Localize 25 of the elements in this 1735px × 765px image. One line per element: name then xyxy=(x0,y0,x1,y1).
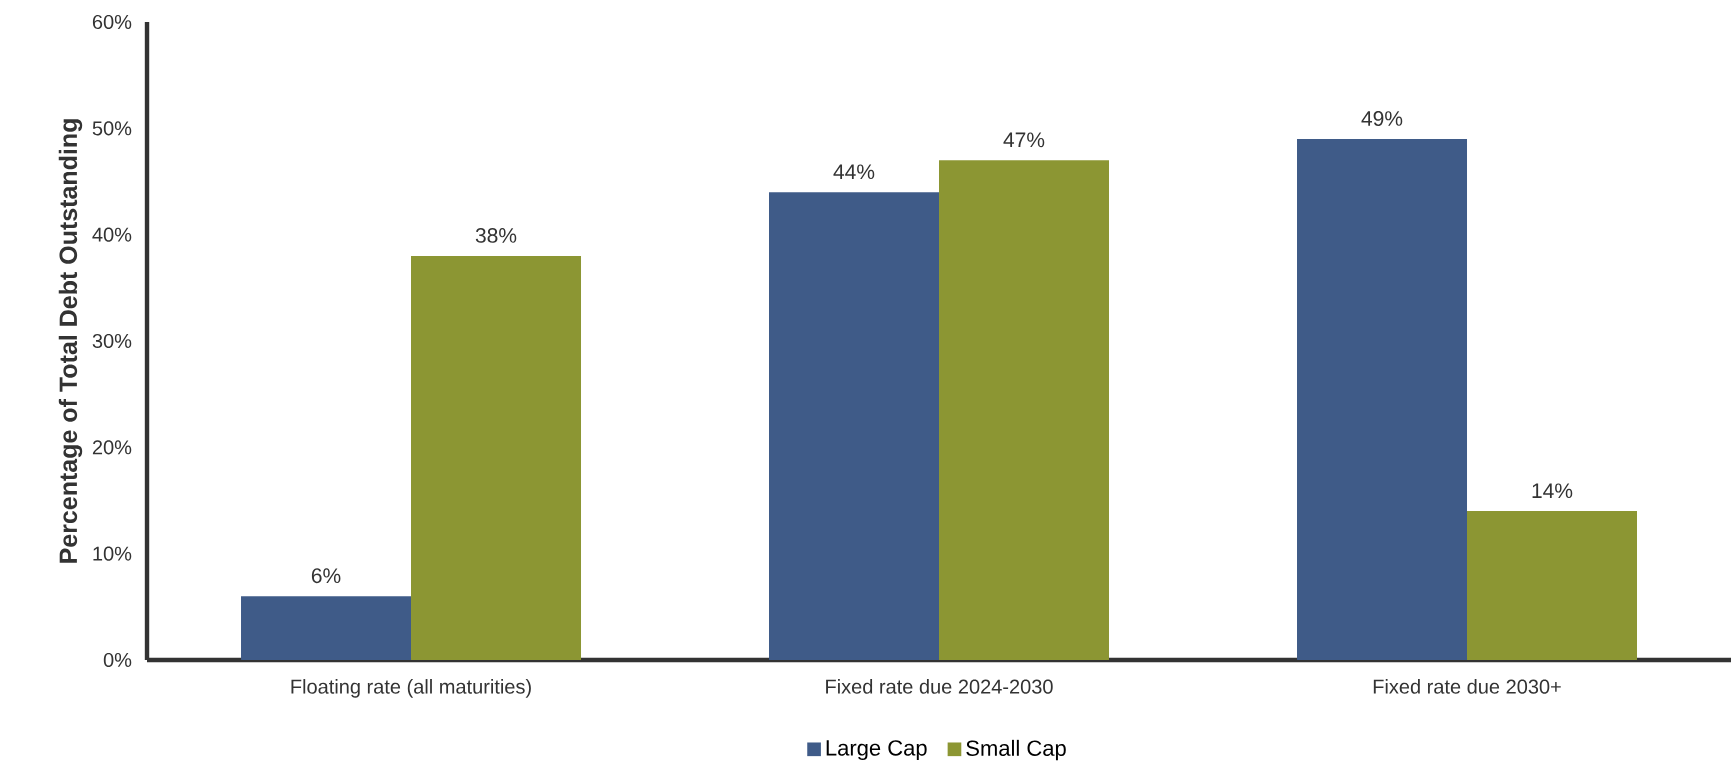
data-label: 44% xyxy=(833,164,875,180)
legend-label: Large Cap xyxy=(826,740,927,761)
y-tick-label: 20% xyxy=(92,440,132,455)
y-tick-label: 40% xyxy=(92,227,132,242)
bar xyxy=(1297,138,1468,660)
bar xyxy=(1467,511,1638,660)
legend-label: Small Cap xyxy=(966,739,1066,761)
x-tick-label: Fixed rate due 2024-2030 xyxy=(826,679,1053,694)
data-label: 14% xyxy=(1532,483,1573,499)
y-tick-label: 10% xyxy=(93,546,132,561)
y-tick-label: 60% xyxy=(92,14,132,30)
bar xyxy=(939,160,1110,660)
data-label: 38% xyxy=(475,228,517,243)
y-axis-title: Percentage of Total Debt Outstanding xyxy=(58,119,83,563)
x-tick-label: Floating rate (all maturities) xyxy=(291,679,531,698)
y-tick-label: 30% xyxy=(92,333,132,349)
y-tick-label: 0% xyxy=(103,652,132,668)
bar xyxy=(241,596,412,660)
bar xyxy=(411,255,582,660)
y-tick-label: 50% xyxy=(92,121,132,136)
data-label: 49% xyxy=(1361,111,1403,126)
x-tick-label: Fixed rate due 2030+ xyxy=(1373,679,1561,694)
data-label: 47% xyxy=(1003,132,1045,148)
bar xyxy=(769,192,940,660)
data-label: 6% xyxy=(311,568,341,584)
